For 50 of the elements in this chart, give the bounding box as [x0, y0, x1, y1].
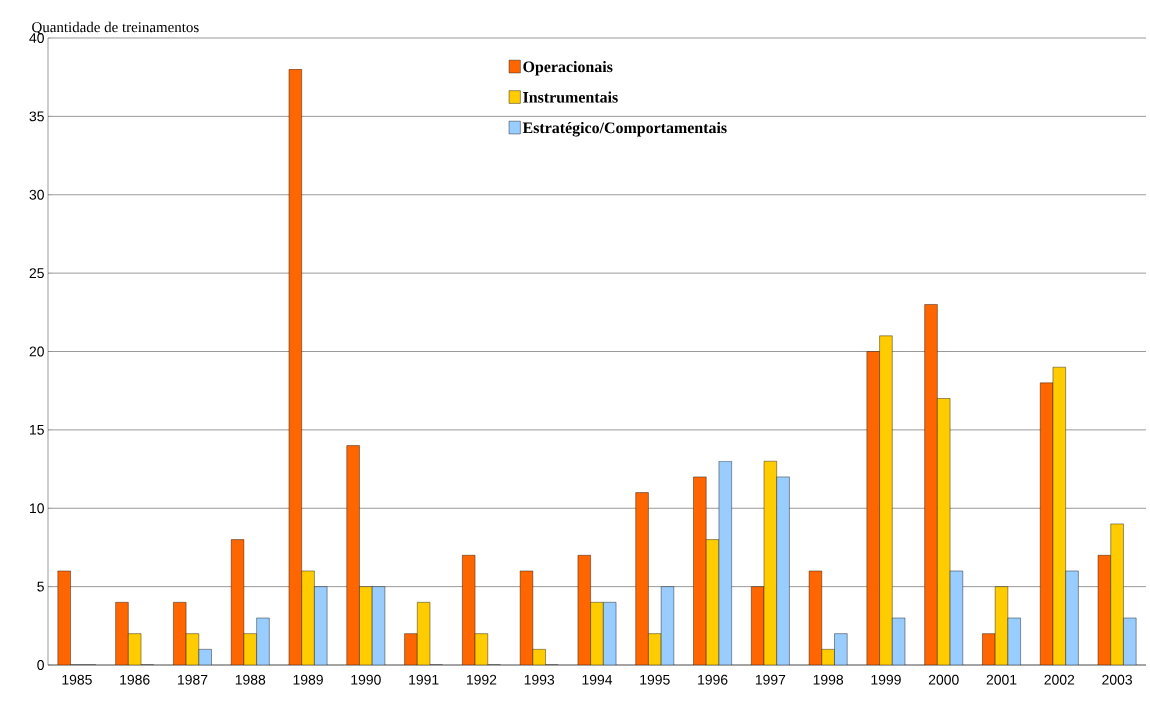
legend-label: Instrumentais — [523, 91, 618, 103]
bar — [776, 476, 790, 665]
bar — [1123, 617, 1137, 665]
x-tick-label: 1991 — [409, 674, 439, 685]
x-tick-label: 1989 — [293, 674, 323, 685]
y-tick-label: 30 — [29, 189, 44, 200]
bar — [693, 476, 707, 665]
bar — [1065, 570, 1079, 665]
x-tick-label: 1996 — [698, 674, 728, 685]
bar — [924, 304, 938, 665]
bar — [256, 617, 270, 665]
x-tick-label: 1997 — [755, 674, 786, 685]
x-tick-label: 1994 — [582, 674, 613, 685]
x-tick-label: 2001 — [986, 674, 1017, 685]
bar — [590, 602, 604, 665]
x-tick-label: 1998 — [813, 674, 844, 685]
legend-label: Estratégico/Comportamentais — [522, 121, 727, 137]
bar — [115, 602, 129, 665]
y-tick-label: 5 — [37, 581, 44, 592]
y-tick-label: 20 — [29, 346, 44, 357]
x-tick-label: 1992 — [466, 674, 497, 685]
x-tick-label: 1987 — [178, 674, 208, 685]
x-tick-label: 1993 — [524, 674, 555, 685]
bar — [879, 335, 893, 665]
x-tick-label: 1990 — [351, 674, 381, 685]
bar — [346, 445, 360, 665]
y-tick-label: 15 — [30, 425, 44, 435]
x-tick-label: 1999 — [871, 674, 901, 685]
bar — [635, 492, 649, 665]
legend-label: Operacionais — [523, 60, 613, 76]
bar — [834, 633, 848, 665]
x-tick-label: 1986 — [120, 674, 150, 685]
bar — [301, 570, 315, 665]
x-tick-label: 2000 — [928, 674, 959, 685]
bar — [982, 633, 996, 665]
x-tick-label: 2003 — [1102, 674, 1132, 685]
y-tick-label: 0 — [37, 660, 44, 670]
y-tick-label: 25 — [29, 268, 44, 279]
y-tick-label: 40 — [29, 33, 44, 43]
x-tick-label: 2002 — [1044, 674, 1075, 685]
x-tick-label: 1985 — [62, 674, 92, 685]
x-tick-label: 1995 — [640, 674, 670, 685]
bar — [404, 633, 418, 665]
x-tick-label: 1988 — [235, 674, 266, 685]
y-tick-label: 10 — [30, 503, 44, 514]
y-axis-title: Quantidade de treinamentos — [32, 21, 199, 35]
bar — [359, 586, 373, 665]
y-tick-label: 35 — [29, 111, 44, 122]
bar — [57, 570, 71, 665]
bar — [1110, 523, 1124, 665]
